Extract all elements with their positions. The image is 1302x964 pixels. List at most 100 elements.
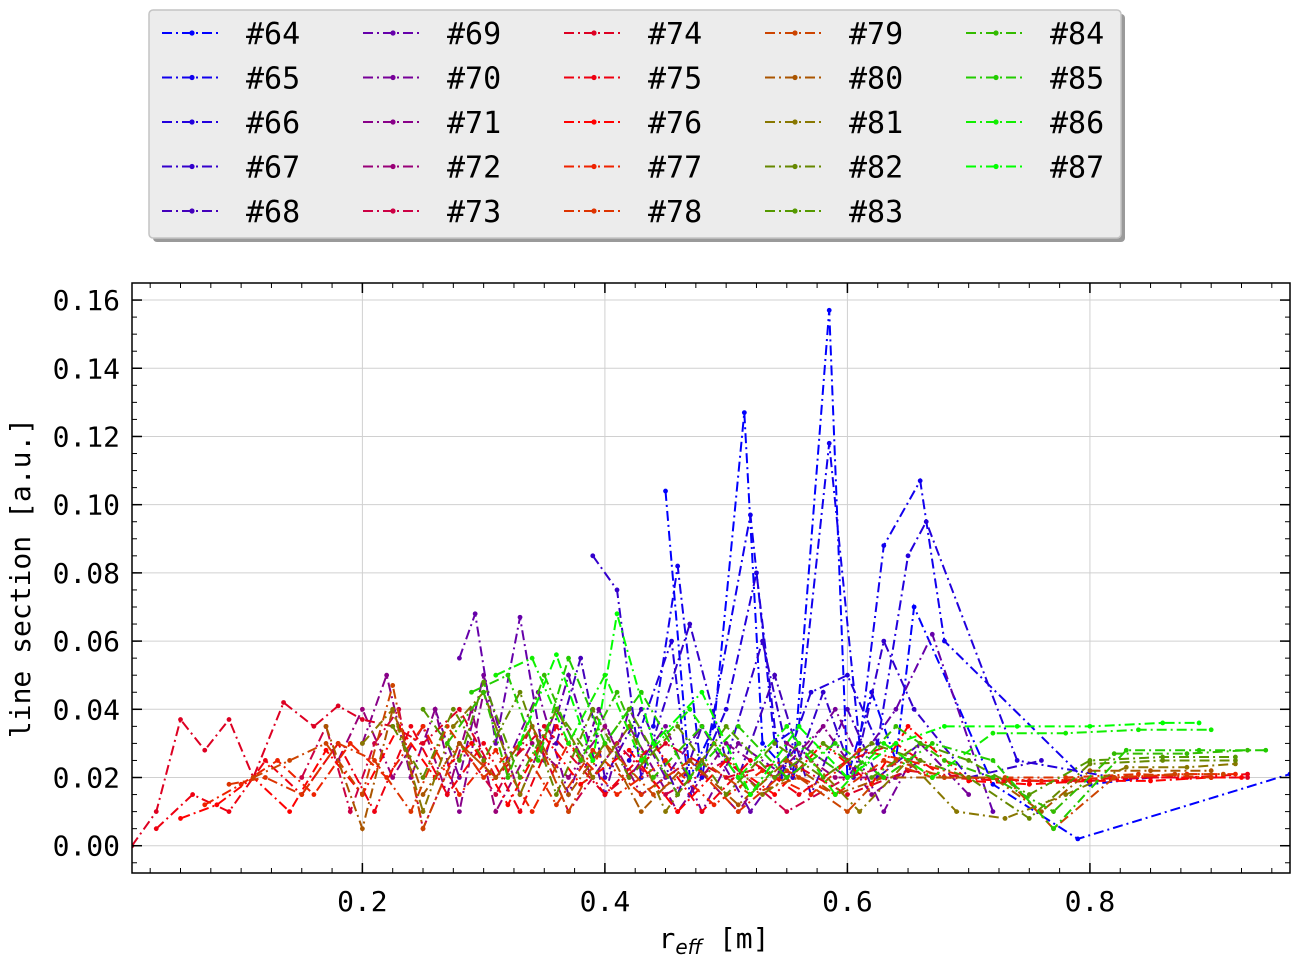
legend-marker — [390, 30, 396, 36]
data-point — [420, 775, 426, 780]
data-point — [529, 809, 535, 815]
data-point — [323, 747, 329, 753]
data-point — [1208, 727, 1214, 733]
data-point — [493, 747, 499, 753]
data-point — [1002, 816, 1008, 821]
data-point — [723, 706, 729, 712]
data-point — [1026, 792, 1032, 797]
legend-entry: #84 — [966, 17, 1104, 52]
data-point — [651, 775, 656, 780]
legend-entry: #77 — [564, 151, 702, 186]
data-point — [602, 741, 608, 746]
data-point — [784, 741, 790, 746]
data-point — [614, 792, 620, 797]
data-point — [1063, 730, 1069, 736]
data-point — [566, 672, 571, 678]
data-point — [796, 723, 802, 729]
data-point — [481, 758, 487, 763]
legend-label: #67 — [246, 151, 300, 186]
data-point — [420, 706, 426, 712]
data-point — [517, 809, 523, 815]
data-point — [226, 809, 232, 815]
legend-entry: #80 — [765, 62, 903, 97]
data-point — [1148, 768, 1153, 774]
data-point — [675, 563, 681, 569]
data-point — [1123, 764, 1129, 770]
series-line — [446, 672, 1248, 813]
data-point — [202, 747, 208, 753]
legend-marker — [189, 74, 195, 81]
legend-marker — [792, 163, 798, 170]
data-point — [505, 775, 511, 780]
data-point — [905, 553, 911, 559]
data-point — [881, 758, 887, 763]
data-point — [456, 792, 462, 797]
data-point — [760, 792, 765, 797]
legend-label: #73 — [447, 195, 501, 230]
legend-entry: #78 — [564, 195, 702, 230]
legend-marker — [390, 119, 396, 125]
data-point — [917, 478, 923, 484]
legend-marker — [591, 163, 597, 170]
series-line — [228, 724, 1212, 814]
data-point — [881, 775, 887, 780]
data-point — [493, 809, 499, 815]
plot-frame — [131, 282, 1291, 874]
data-point — [990, 758, 996, 763]
data-point — [226, 717, 232, 722]
data-point — [602, 723, 608, 729]
legend-label: #70 — [447, 62, 501, 97]
data-point — [529, 655, 535, 661]
data-point — [420, 723, 426, 729]
data-point — [1160, 754, 1166, 760]
legend-marker — [189, 30, 195, 36]
data-point — [323, 741, 329, 746]
data-point — [481, 672, 487, 678]
data-point — [990, 809, 996, 815]
data-point — [687, 775, 693, 780]
data-point — [626, 758, 632, 763]
legend-entry: #85 — [966, 62, 1104, 97]
data-point — [687, 621, 693, 627]
data-point — [590, 758, 596, 763]
legend-label: #82 — [849, 151, 903, 186]
data-point — [372, 758, 377, 763]
data-point — [723, 723, 729, 729]
x-axis-label-space — [702, 922, 719, 955]
data-point — [723, 741, 729, 746]
data-point — [517, 775, 523, 780]
data-point — [760, 638, 765, 644]
data-point — [469, 689, 474, 695]
data-point — [1160, 758, 1166, 763]
data-point — [663, 723, 668, 729]
data-point — [517, 689, 523, 695]
data-point — [857, 747, 862, 753]
data-point — [408, 809, 414, 815]
data-point — [669, 638, 674, 644]
data-point — [1123, 747, 1129, 753]
data-point — [590, 553, 596, 559]
data-point — [566, 792, 571, 797]
data-point — [663, 758, 668, 763]
legend-label: #75 — [648, 62, 702, 97]
x-tick-label: 0.2 — [337, 885, 388, 918]
data-point — [772, 775, 778, 780]
data-point — [754, 570, 759, 576]
legend-entry: #70 — [363, 62, 501, 97]
data-point — [760, 741, 765, 746]
data-point — [1196, 747, 1202, 753]
data-point — [262, 758, 268, 763]
data-point — [1233, 771, 1238, 777]
data-point — [1087, 723, 1093, 729]
data-point — [626, 775, 632, 780]
y-tick-label: 0.06 — [53, 625, 120, 658]
data-point — [760, 768, 765, 774]
y-tick-label: 0.12 — [53, 420, 120, 453]
data-point — [602, 775, 608, 780]
data-point — [481, 689, 487, 695]
data-point — [796, 775, 802, 780]
data-point — [942, 638, 947, 644]
data-point — [820, 689, 826, 695]
legend-label: #76 — [648, 106, 702, 141]
data-point — [493, 775, 499, 780]
